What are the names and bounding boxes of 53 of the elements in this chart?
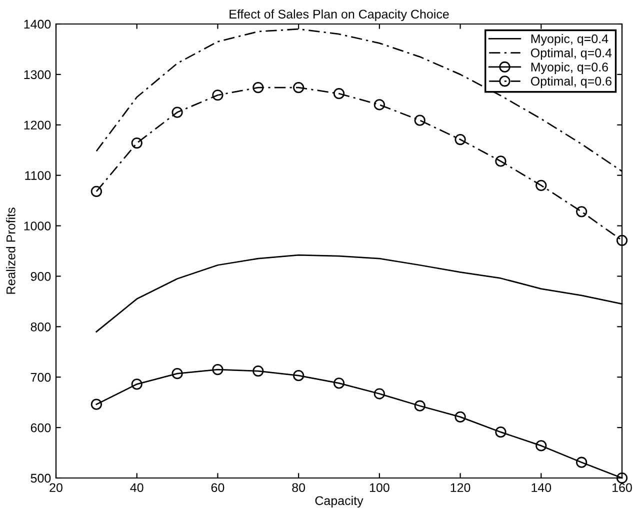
x-tick-label: 20	[50, 483, 62, 492]
point	[212, 90, 224, 101]
x-tick-label: 160	[612, 483, 632, 492]
point	[536, 180, 547, 191]
point	[131, 137, 142, 149]
y-tick-label: 1400	[24, 20, 51, 29]
point	[333, 378, 345, 389]
x-axis-title: Capacity	[315, 496, 364, 508]
x-tick-label: 120	[450, 483, 470, 492]
y-tick-label: 800	[30, 322, 51, 332]
x-tick-label: 40	[130, 483, 144, 492]
point	[414, 114, 426, 126]
point	[131, 378, 142, 390]
point	[374, 99, 385, 110]
point	[212, 364, 224, 376]
point	[90, 186, 102, 198]
x-tick-label: 100	[370, 483, 390, 492]
x-tick-label: 60	[211, 483, 224, 492]
x-tick-label: 80	[292, 483, 306, 492]
point	[172, 106, 183, 118]
point	[576, 206, 588, 218]
legend-label: Myopic, q=0.6	[531, 62, 608, 74]
legend-label: Optimal, q=0.6	[530, 76, 612, 88]
y-tick-label: 600	[30, 423, 51, 432]
point	[374, 388, 385, 400]
point	[536, 440, 547, 452]
y-tick-label: 500	[30, 474, 51, 483]
point	[454, 134, 466, 146]
y-tick-label: 1300	[24, 70, 51, 80]
point	[495, 156, 506, 167]
y-tick-label: 1000	[24, 222, 51, 230]
point	[293, 370, 304, 382]
point	[454, 411, 466, 423]
point	[576, 456, 588, 468]
y-tick-label: 1100	[25, 171, 51, 180]
y-tick-label: 1200	[24, 120, 51, 130]
y-tick-label: 700	[30, 372, 51, 382]
y-tick-label: 900	[30, 272, 51, 281]
point	[414, 400, 426, 412]
point	[333, 88, 345, 100]
point	[616, 472, 628, 484]
legend-label: Optimal, q=0.4	[530, 48, 612, 60]
point	[172, 368, 183, 380]
point	[252, 82, 264, 94]
x-tick-label: 140	[532, 483, 552, 492]
point	[90, 398, 102, 410]
point	[616, 234, 628, 246]
legend-label: Myopic, q=0.4	[531, 34, 608, 46]
point	[495, 426, 506, 438]
point	[293, 82, 304, 94]
y-axis-title: Realized Profits	[6, 208, 16, 294]
chart-title: Effect of Sales Plan on Capacity Choice	[230, 9, 449, 22]
point	[252, 366, 264, 377]
